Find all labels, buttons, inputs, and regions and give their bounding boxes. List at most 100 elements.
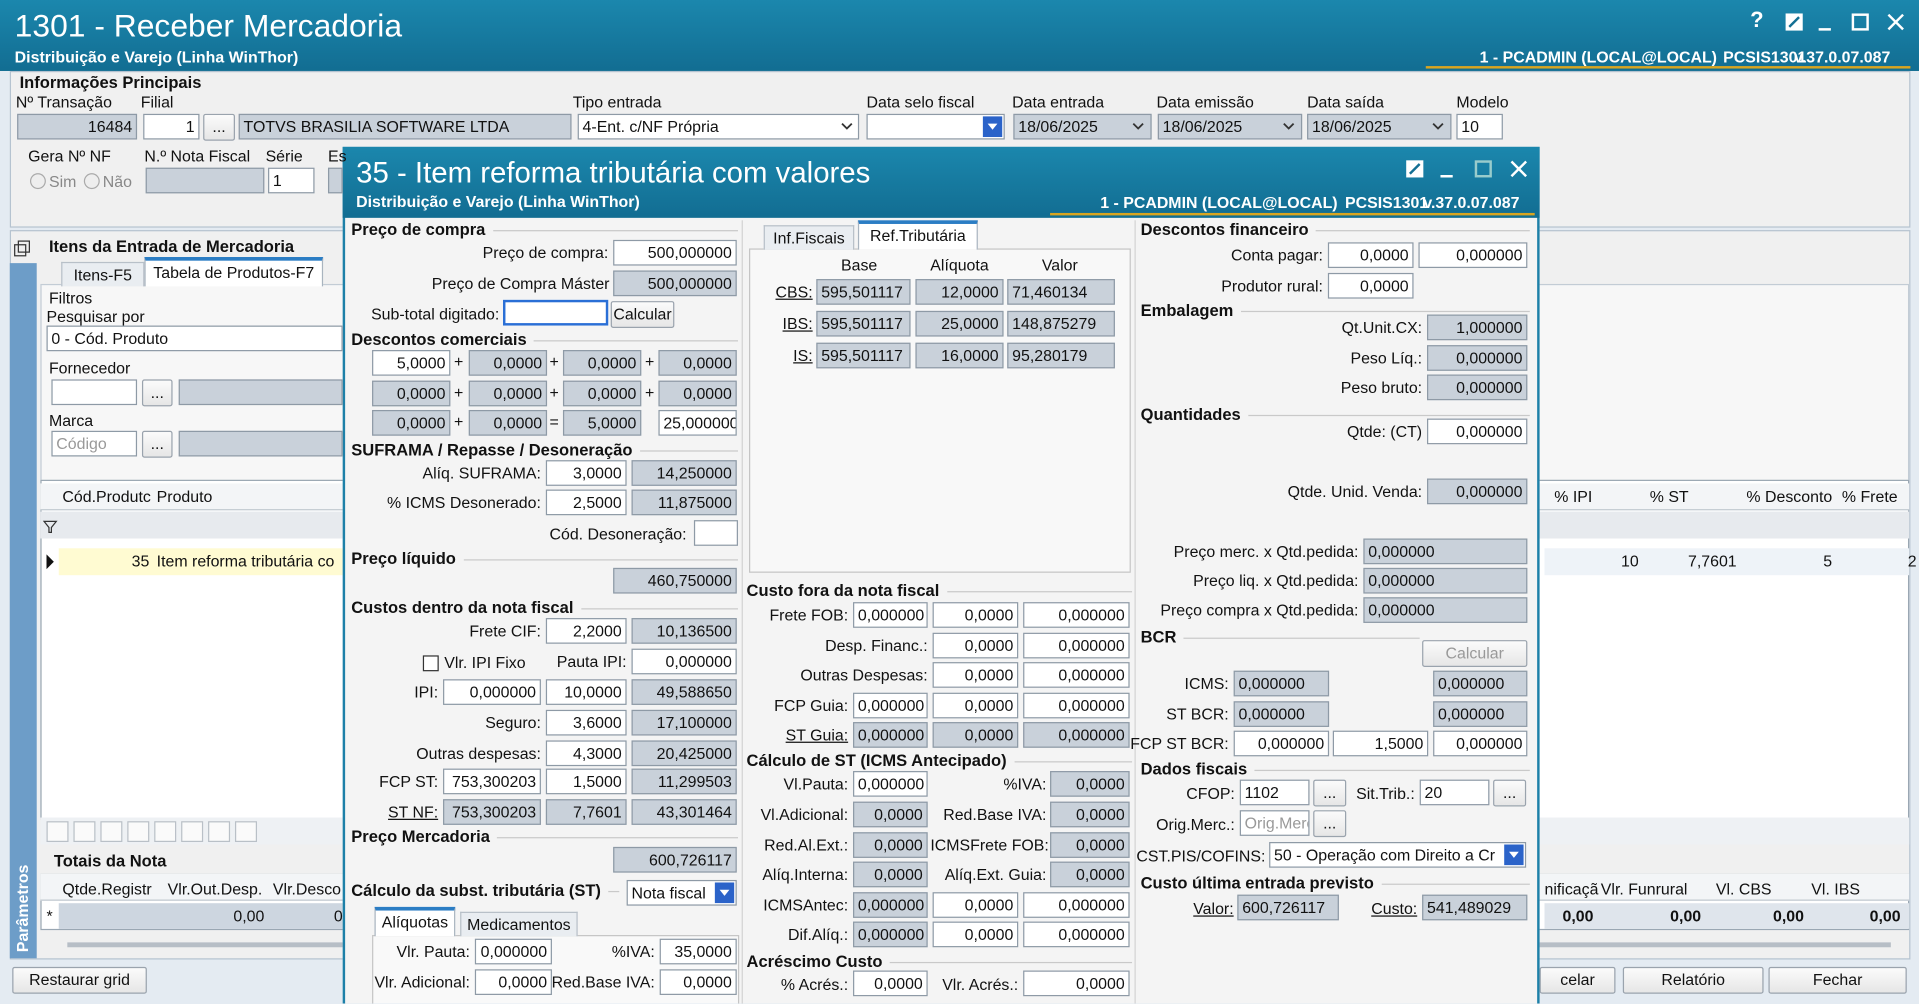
input-field[interactable]: 0,0000 — [1327, 242, 1414, 269]
close-button[interactable] — [1886, 12, 1906, 32]
dropdown-button[interactable] — [837, 116, 857, 137]
input-field[interactable]: 0,0000 — [1327, 272, 1414, 299]
input-field[interactable]: 35,0000 — [659, 938, 737, 965]
input-field[interactable]: 1,5000 — [1332, 730, 1429, 757]
input-field[interactable] — [51, 379, 138, 406]
button[interactable]: ... — [141, 379, 173, 407]
link-label[interactable]: IBS: — [782, 314, 813, 333]
link-label[interactable]: Valor: — [1193, 899, 1234, 918]
button[interactable]: Calcular — [1422, 640, 1528, 667]
input-field[interactable]: 1102 — [1239, 779, 1310, 806]
button[interactable]: ... — [1493, 779, 1527, 807]
input-field[interactable]: 0,0000 — [932, 632, 1019, 659]
input-field[interactable]: 0,0000 — [932, 662, 1019, 688]
tab[interactable]: Ref.Tributária — [857, 220, 978, 250]
input-field[interactable]: 3,6000 — [545, 709, 627, 736]
input-field[interactable]: 0,000000 — [853, 602, 928, 628]
tab[interactable]: Inf.Fiscais — [763, 225, 855, 250]
input-field[interactable]: 1,5000 — [545, 768, 627, 795]
input-field[interactable]: 0,0000 — [932, 602, 1019, 628]
input-field[interactable]: 0,000000 — [1418, 242, 1528, 269]
input-field[interactable]: Orig.Merc — [1239, 810, 1310, 836]
input-field[interactable]: 0,000000 — [1233, 730, 1330, 757]
dropdown-button[interactable] — [1504, 844, 1524, 866]
input-field[interactable]: 0,000000 — [853, 771, 928, 797]
button[interactable]: ... — [1313, 810, 1347, 838]
input-field[interactable]: 50 - Operação com Direito a Cr — [1269, 842, 1527, 868]
input-field[interactable] — [866, 113, 1005, 140]
tab[interactable]: Tabela de Produtos-F7 — [144, 257, 324, 287]
side-tab[interactable]: Parâmetros — [13, 864, 32, 953]
link-label[interactable]: ST NF: — [388, 802, 439, 822]
dropdown-button[interactable] — [982, 116, 1003, 138]
input-field[interactable]: 0,000000 — [1433, 730, 1528, 757]
input-field[interactable]: 0,000000 — [1023, 632, 1130, 659]
dropdown-button[interactable] — [1279, 116, 1299, 137]
input-field[interactable]: 1 — [268, 167, 315, 194]
tab[interactable]: Alíquotas — [374, 906, 456, 937]
input-field[interactable]: 10 — [1456, 113, 1503, 140]
dropdown-button[interactable] — [1128, 116, 1148, 137]
input-field[interactable]: 4,3000 — [545, 740, 627, 767]
button[interactable]: ... — [141, 430, 173, 458]
minimize-button[interactable] — [1438, 159, 1458, 179]
close-button[interactable] — [1509, 159, 1529, 179]
maximize-button[interactable] — [1474, 159, 1494, 179]
help-button[interactable]: ? — [1750, 7, 1764, 32]
input-field[interactable]: 25,000000 — [658, 409, 737, 436]
input-field[interactable]: 0,000000 — [443, 679, 541, 705]
checkbox[interactable] — [422, 655, 439, 672]
button[interactable]: Restaurar grid — [12, 966, 147, 994]
minimize-button[interactable] — [1816, 12, 1836, 32]
input-field[interactable] — [327, 167, 343, 194]
input-field[interactable]: 0,0000 — [474, 969, 552, 995]
input-field[interactable]: Código — [51, 430, 138, 457]
input-field[interactable] — [178, 430, 343, 457]
input-field[interactable]: 2,2000 — [545, 618, 627, 644]
edit-button[interactable] — [1405, 159, 1425, 179]
input-field[interactable] — [693, 520, 738, 546]
input-field[interactable]: 0,000000 — [1023, 921, 1130, 948]
edit-button[interactable] — [1784, 12, 1804, 32]
input-field[interactable]: 0,0000 — [659, 969, 737, 995]
input-field[interactable]: 0,000000 — [1023, 892, 1130, 918]
input-field[interactable]: 2,5000 — [545, 489, 627, 516]
input-field[interactable]: 0,0000 — [853, 970, 928, 997]
link-label[interactable]: CBS: — [775, 282, 813, 302]
input-field[interactable]: 0 - Cód. Produto — [46, 325, 343, 352]
input-field[interactable]: 1 — [143, 113, 200, 140]
button[interactable]: ... — [1313, 779, 1347, 807]
button[interactable]: Calcular — [610, 301, 675, 328]
input-field[interactable] — [145, 167, 265, 194]
input-field[interactable]: 0,000000 — [1023, 692, 1130, 719]
input-field[interactable]: 0,000000 — [1427, 418, 1528, 445]
input-field[interactable] — [503, 299, 609, 326]
dropdown-button[interactable] — [714, 882, 735, 904]
input-field[interactable]: 0,0000 — [932, 892, 1019, 918]
button[interactable]: Relatório — [1622, 966, 1764, 994]
input-field[interactable]: 753,300203 — [443, 768, 541, 795]
button[interactable]: celar — [1539, 966, 1616, 994]
input-field[interactable]: 0,000000 — [1023, 662, 1130, 688]
input-field[interactable]: 500,000000 — [613, 239, 737, 266]
input-field[interactable]: 5,0000 — [372, 350, 451, 376]
input-field[interactable]: 0,0000 — [932, 692, 1019, 719]
input-field[interactable]: 0,000000 — [631, 648, 737, 675]
input-field[interactable] — [178, 379, 343, 406]
button[interactable]: Fechar — [1768, 966, 1907, 994]
input-field[interactable]: 0,000000 — [1023, 602, 1130, 628]
tab[interactable]: Medicamentos — [460, 911, 578, 937]
input-field[interactable]: 0,0000 — [1023, 970, 1130, 997]
dropdown-button[interactable] — [1428, 116, 1448, 137]
button[interactable]: ... — [203, 113, 235, 141]
link-label[interactable]: Custo: — [1371, 899, 1418, 918]
link-label[interactable]: ST Guia: — [785, 725, 849, 745]
maximize-button[interactable] — [1850, 12, 1870, 32]
input-field[interactable]: 0,0000 — [932, 921, 1019, 948]
tab[interactable]: Itens-F5 — [61, 261, 145, 287]
input-field[interactable]: 0,000000 — [474, 938, 552, 965]
input-field[interactable]: 10,0000 — [545, 679, 627, 705]
input-field[interactable]: 20 — [1419, 779, 1490, 806]
input-field[interactable]: 0,000000 — [853, 692, 928, 719]
input-field[interactable]: 4-Ent. c/NF Própria — [577, 113, 860, 140]
